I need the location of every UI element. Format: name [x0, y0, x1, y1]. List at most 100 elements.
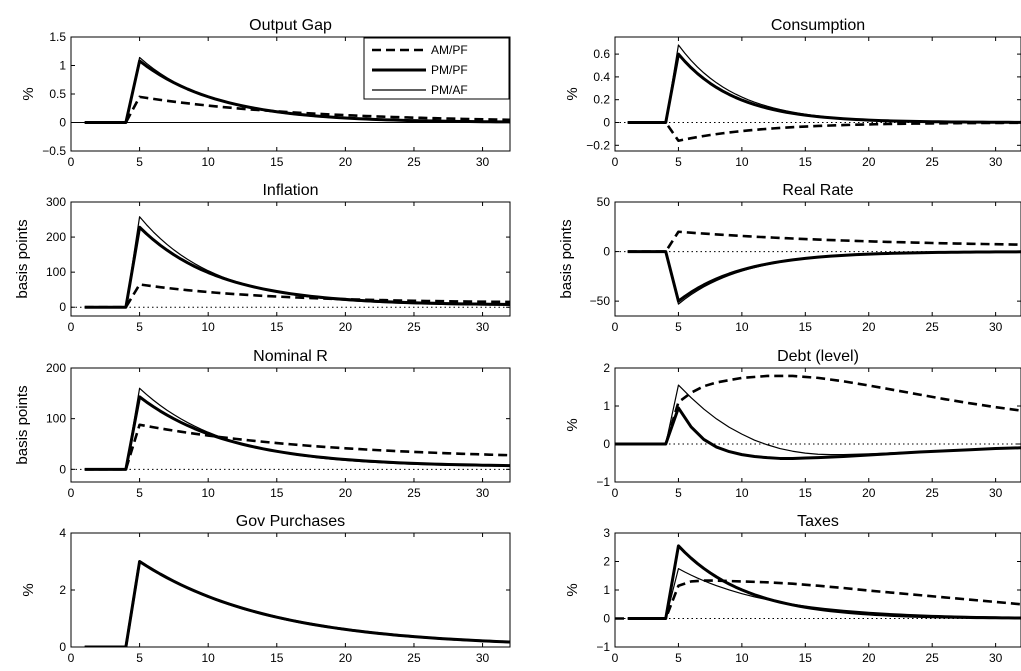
panel-title: Consumption [771, 17, 865, 34]
series-line-pm-af [84, 56, 510, 124]
y-tick-label: 0 [603, 116, 610, 130]
x-tick-label: 0 [68, 651, 75, 665]
y-tick-label: 0 [603, 612, 610, 626]
y-tick-label: 100 [46, 265, 66, 279]
x-tick-label: 5 [675, 486, 682, 500]
x-tick-label: 5 [136, 320, 143, 334]
x-tick-label: 5 [136, 155, 143, 169]
y-tick-label: 0 [59, 462, 66, 476]
series-line-am-pf [84, 283, 510, 309]
legend: AM/PF PM/PF PM/AF [363, 37, 510, 100]
x-tick-label: 5 [675, 155, 682, 169]
x-tick-label: 25 [926, 486, 940, 500]
y-axis-label: % [564, 418, 581, 431]
x-tick-label: 0 [612, 651, 619, 665]
x-tick-label: 15 [270, 155, 284, 169]
panel-nominal-r: 0 5 10 15 20 25 30 0 100 200 Nominal R basis points [14, 348, 511, 500]
y-tick-label: 1 [603, 583, 610, 597]
x-tick-label: 25 [926, 320, 940, 334]
series-line-am-pf [615, 579, 1021, 620]
x-tick-label: 15 [799, 320, 813, 334]
plot-frame [70, 532, 511, 648]
x-tick-label: 5 [675, 320, 682, 334]
legend-label: AM/PF [431, 43, 468, 57]
x-tick-label: 10 [202, 486, 216, 500]
y-tick-label: 300 [46, 195, 66, 209]
x-tick-label: 25 [926, 651, 940, 665]
legend-label: PM/PF [431, 63, 468, 77]
x-tick-label: 30 [989, 486, 1003, 500]
series-line-pm-af [84, 560, 510, 647]
x-tick-label: 10 [202, 155, 216, 169]
plot-frame [70, 367, 511, 483]
x-tick-label: 30 [989, 155, 1003, 169]
series-line-pm-af [615, 384, 1021, 456]
x-tick-label: 10 [735, 155, 749, 169]
y-axis-label: basis points [14, 385, 31, 464]
x-tick-label: 10 [735, 651, 749, 665]
series-line-am-pf [84, 95, 510, 124]
y-tick-label: −1 [596, 640, 610, 654]
y-tick-label: 0.4 [593, 70, 610, 84]
panel-title: Inflation [262, 182, 318, 199]
series-line-pm-af [627, 250, 1021, 305]
y-tick-label: 4 [59, 526, 66, 540]
x-tick-label: 0 [68, 320, 75, 334]
x-tick-label: 10 [735, 486, 749, 500]
x-tick-label: 5 [136, 486, 143, 500]
x-tick-label: 30 [476, 320, 490, 334]
x-tick-label: 20 [862, 155, 876, 169]
x-tick-label: 10 [735, 320, 749, 334]
panel-title: Real Rate [782, 182, 853, 199]
x-tick-label: 20 [339, 486, 353, 500]
y-axis-label: % [564, 583, 581, 596]
y-tick-label: 0.6 [593, 47, 610, 61]
x-tick-label: 20 [862, 651, 876, 665]
x-tick-label: 0 [68, 486, 75, 500]
series-line-pm-af [84, 387, 510, 470]
y-tick-label: 0 [59, 640, 66, 654]
y-axis-label: basis points [558, 219, 575, 298]
x-tick-label: 5 [136, 651, 143, 665]
series-line-am-pf [84, 423, 510, 471]
series-line-pm-pf [84, 225, 510, 309]
y-tick-label: 2 [603, 361, 610, 375]
y-tick-label: 0 [59, 116, 66, 130]
series-line-pm-af [627, 568, 1021, 620]
y-tick-label: 200 [46, 361, 66, 375]
y-tick-label: 0.5 [49, 87, 66, 101]
x-tick-label: 25 [407, 155, 421, 169]
y-tick-label: 50 [597, 195, 611, 209]
series-line-am-pf [627, 230, 1021, 253]
y-tick-label: −50 [590, 294, 611, 308]
y-tick-label: 0 [603, 245, 610, 259]
x-tick-label: 15 [799, 486, 813, 500]
x-tick-label: 20 [339, 651, 353, 665]
panel-title: Nominal R [253, 348, 328, 365]
y-tick-label: 100 [46, 412, 66, 426]
y-tick-label: −1 [596, 475, 610, 489]
y-tick-label: 0 [603, 437, 610, 451]
x-tick-label: 30 [476, 486, 490, 500]
x-tick-label: 0 [612, 155, 619, 169]
y-axis-label: % [564, 87, 581, 100]
y-tick-label: −0.5 [42, 144, 66, 158]
plot-frame [614, 367, 1021, 483]
series-line-pm-pf [627, 52, 1021, 124]
panel-title: Gov Purchases [236, 513, 345, 530]
x-tick-label: 5 [675, 651, 682, 665]
series-line-pm-pf [615, 406, 1021, 460]
plot-frame [614, 532, 1021, 648]
x-tick-label: 25 [407, 651, 421, 665]
x-tick-label: 30 [476, 155, 490, 169]
x-tick-label: 25 [926, 155, 940, 169]
panel-title: Debt (level) [777, 348, 859, 365]
y-tick-label: 0 [59, 300, 66, 314]
y-tick-label: 1 [603, 399, 610, 413]
series-line-pm-pf [627, 544, 1021, 620]
plot-frame [614, 36, 1021, 152]
x-tick-label: 30 [476, 651, 490, 665]
